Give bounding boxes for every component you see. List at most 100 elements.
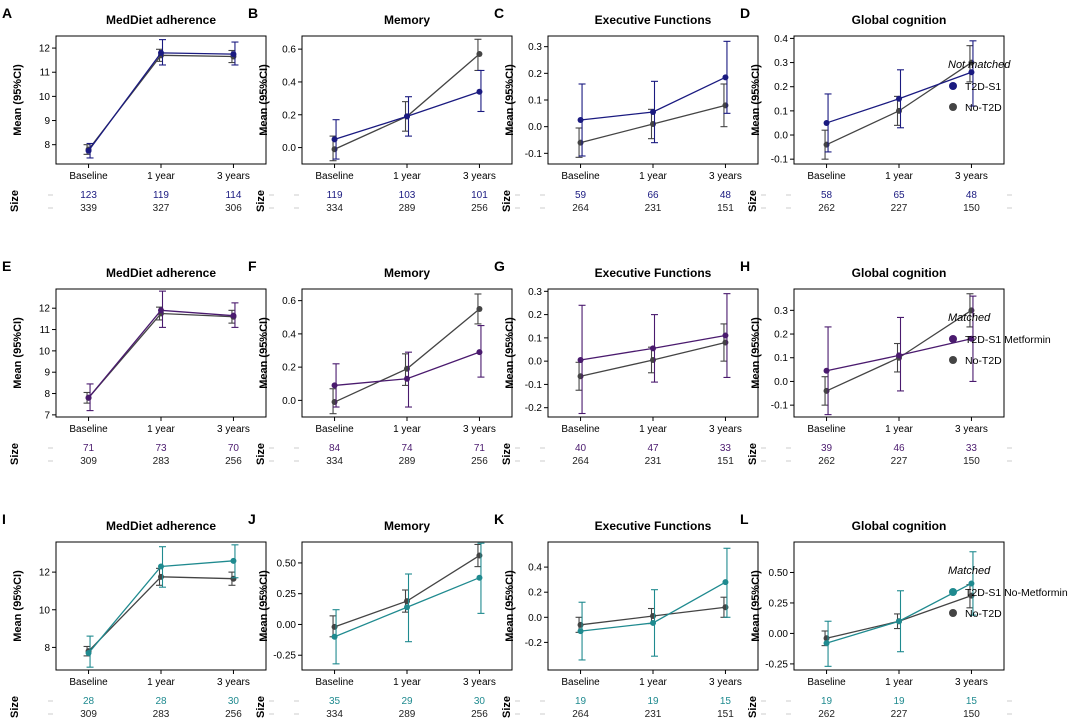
series-line	[88, 309, 234, 399]
data-point	[722, 332, 729, 339]
size-count: 150	[963, 456, 980, 467]
y-tick-label: 0.4	[774, 34, 788, 45]
panel-letter: K	[494, 511, 504, 527]
data-point	[404, 113, 410, 120]
y-tick-label: 0.2	[774, 82, 788, 93]
size-count: 151	[717, 456, 734, 467]
x-tick-label: 3 years	[709, 171, 742, 182]
size-label: Size	[255, 696, 267, 718]
data-point	[650, 619, 656, 626]
data-point	[404, 598, 410, 605]
data-point	[896, 618, 902, 625]
size-count: 39	[821, 443, 833, 454]
panel-letter: B	[248, 5, 258, 21]
size-count: 74	[401, 443, 413, 454]
panel-title: MedDiet adherence	[106, 266, 216, 280]
panel-k: K Executive Functions -0.2 0.0 0.2 0.4 Baselin…	[494, 511, 766, 720]
legend-1: Not matched T2D-S1 No-T2D	[948, 59, 1011, 114]
size-label: Size	[747, 190, 759, 212]
size-count: 15	[966, 696, 978, 707]
size-count: 40	[575, 443, 587, 454]
data-point	[476, 349, 483, 356]
y-tick-label: 0.1	[528, 96, 542, 107]
series-line	[334, 554, 480, 628]
data-point	[823, 640, 830, 647]
y-tick-label: 9	[44, 368, 50, 379]
size-count: 256	[471, 709, 488, 720]
data-point	[331, 623, 338, 630]
size-count: 59	[575, 190, 587, 201]
y-tick-label: 0.3	[774, 58, 788, 69]
y-tick-label: -0.25	[765, 659, 788, 670]
y-tick-label: -0.2	[525, 403, 543, 414]
data-point	[476, 305, 483, 312]
x-tick-label: Baseline	[561, 424, 600, 435]
x-tick-label: Baseline	[69, 677, 108, 688]
panel-letter: C	[494, 5, 504, 21]
size-count: 264	[572, 709, 589, 720]
x-tick-label: Baseline	[69, 171, 108, 182]
legend-label: No-T2D	[965, 355, 1002, 367]
data-point	[331, 633, 338, 640]
series-line	[88, 54, 234, 150]
legend-3: Matched T2D-S1 No-Metformin No-T2D	[948, 565, 1068, 620]
y-tick-label: 10	[39, 605, 51, 616]
y-tick-label: 0.50	[769, 568, 789, 579]
y-tick-label: 12	[39, 304, 51, 315]
size-count: 264	[572, 203, 589, 214]
panel-letter: D	[740, 5, 750, 21]
series-line	[88, 52, 234, 152]
y-tick-label: 9	[44, 116, 50, 127]
data-point	[331, 146, 338, 153]
data-point	[577, 628, 584, 635]
y-tick-label: 0.6	[282, 296, 296, 307]
size-count: 48	[720, 190, 732, 201]
size-count: 84	[329, 443, 341, 454]
y-tick-label: -0.25	[273, 651, 296, 662]
y-axis-label: Mean (95%CI)	[504, 64, 516, 136]
x-tick-label: 3 years	[955, 424, 988, 435]
x-tick-label: Baseline	[807, 424, 846, 435]
size-count: 151	[717, 203, 734, 214]
series-line	[88, 312, 234, 399]
panel-title: Executive Functions	[595, 13, 712, 27]
size-count: 327	[153, 203, 170, 214]
y-tick-label: 0.2	[282, 363, 296, 374]
x-tick-label: 1 year	[639, 171, 667, 182]
size-count: 33	[720, 443, 732, 454]
size-count: 262	[818, 456, 835, 467]
size-label: Size	[9, 190, 21, 212]
size-label: Size	[501, 696, 513, 718]
legend-marker	[949, 103, 957, 111]
y-tick-label: 7	[44, 410, 50, 421]
size-count: 256	[225, 456, 242, 467]
y-tick-label: -0.1	[771, 401, 789, 412]
panel-i: I MedDiet adherence 8 10 12 Baseline 1 year 3 y…	[2, 511, 274, 720]
data-point	[331, 136, 338, 143]
data-point	[823, 141, 830, 148]
size-count: 19	[893, 696, 905, 707]
data-point	[896, 95, 902, 102]
size-count: 151	[717, 709, 734, 720]
series-line	[826, 62, 972, 146]
x-tick-label: Baseline	[69, 424, 108, 435]
size-label: Size	[501, 443, 513, 465]
size-count: 35	[329, 696, 341, 707]
size-count: 19	[575, 696, 587, 707]
data-point	[476, 51, 483, 58]
size-count: 227	[891, 709, 908, 720]
size-count: 227	[891, 456, 908, 467]
y-tick-label: 0.6	[282, 45, 296, 56]
data-point	[823, 387, 830, 394]
data-point	[577, 139, 584, 146]
x-tick-label: Baseline	[807, 171, 846, 182]
size-count: 264	[572, 456, 589, 467]
size-count: 123	[80, 190, 97, 201]
data-point	[476, 574, 483, 581]
panel-h: H Global cognition -0.1 0.0 0.1 0.2 0.3 Baselin…	[740, 258, 1012, 467]
data-point	[85, 394, 92, 401]
x-tick-label: 1 year	[393, 171, 421, 182]
data-point	[650, 121, 656, 127]
size-count: 29	[401, 696, 413, 707]
size-count: 289	[399, 709, 416, 720]
